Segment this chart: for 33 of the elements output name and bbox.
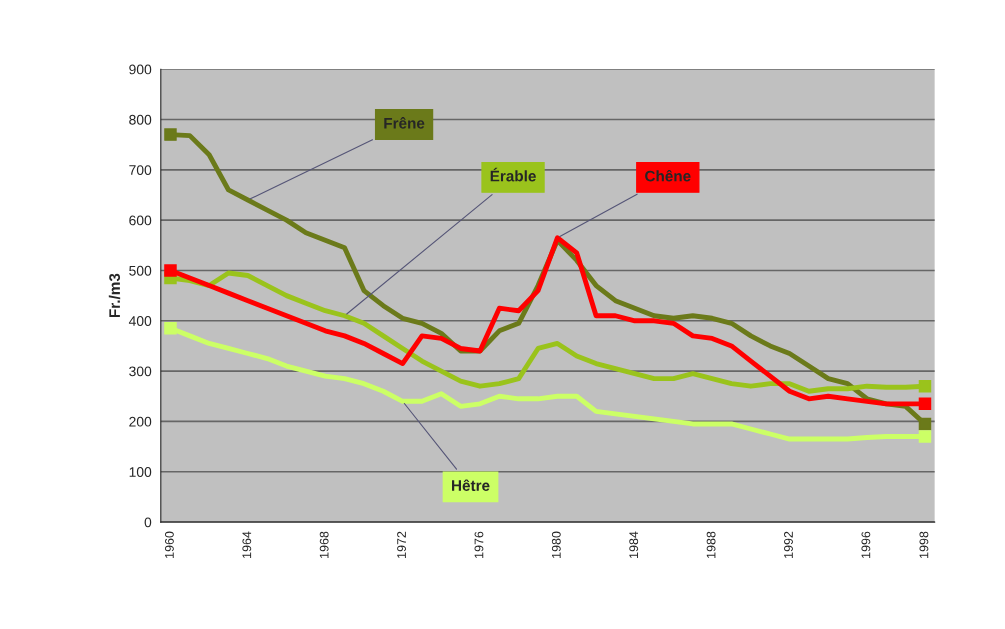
y-tick-label: 300 xyxy=(129,366,152,377)
text: Chêne xyxy=(645,169,691,182)
x-tick-label: 1996 xyxy=(861,531,871,558)
y-tick-label: 900 xyxy=(129,64,152,75)
point xyxy=(918,430,932,443)
x-tick-label: 1984 xyxy=(629,531,639,558)
y-tick-label: 800 xyxy=(129,114,152,125)
y-tick-label: 600 xyxy=(129,215,152,226)
point xyxy=(918,379,932,393)
y-axis-title: Fr./m3 xyxy=(108,273,121,318)
point xyxy=(164,322,177,335)
point xyxy=(164,264,177,277)
x-tick-label: 1992 xyxy=(784,531,793,558)
x-tick-label: 1964 xyxy=(242,531,252,558)
y-tick-label: 400 xyxy=(128,316,152,326)
text: Hêtre xyxy=(452,479,490,491)
text: Érable xyxy=(490,167,536,182)
y-tick-label: 0 xyxy=(144,517,152,528)
point xyxy=(918,397,932,411)
x-tick-label: 1960 xyxy=(164,531,174,558)
x-tick-label: 1980 xyxy=(551,531,561,558)
x-tick-label: 1976 xyxy=(474,531,484,558)
y-tick-label: 700 xyxy=(129,165,152,175)
point xyxy=(164,128,177,141)
point xyxy=(918,417,932,431)
y-tick-label: 100 xyxy=(129,467,152,477)
y-tick-label: 200 xyxy=(129,416,152,427)
x-tick-label: 1998 xyxy=(919,531,929,558)
x-tick-label: 1972 xyxy=(397,531,406,558)
x-tick-label: 1968 xyxy=(319,531,329,558)
y-tick-label: 500 xyxy=(129,265,152,276)
x-tick-label: 1988 xyxy=(706,531,716,558)
text: Frêne xyxy=(384,117,425,129)
